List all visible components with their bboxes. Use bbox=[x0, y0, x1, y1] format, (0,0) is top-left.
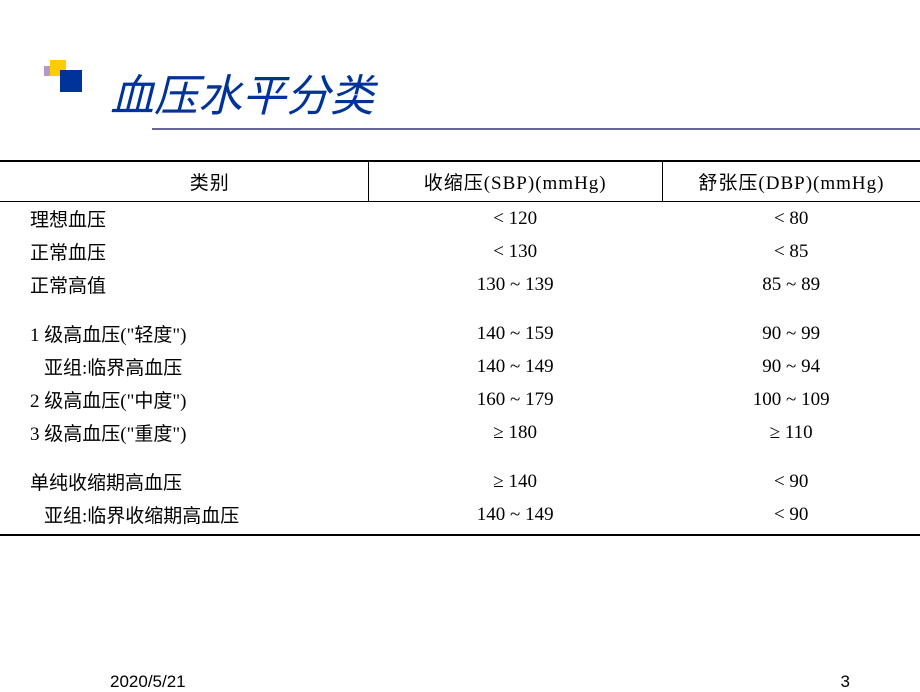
cell-dbp: 85 ~ 89 bbox=[662, 268, 920, 301]
footer-date: 2020/5/21 bbox=[110, 672, 186, 692]
cell-dbp: < 90 bbox=[662, 498, 920, 535]
cell-dbp: < 90 bbox=[662, 465, 920, 498]
spacer-row bbox=[0, 301, 920, 317]
cell-sbp: ≥ 180 bbox=[368, 416, 662, 449]
table-row: 正常血压 < 130 < 85 bbox=[0, 235, 920, 268]
spacer-row bbox=[0, 449, 920, 465]
title-underline bbox=[152, 128, 920, 130]
cell-category: 2 级高血压("中度") bbox=[0, 383, 368, 416]
deco-square-blue bbox=[60, 70, 82, 92]
cell-dbp: 90 ~ 94 bbox=[662, 350, 920, 383]
table-row: 亚组:临界收缩期高血压 140 ~ 149 < 90 bbox=[0, 498, 920, 535]
slide-title: 血压水平分类 bbox=[110, 60, 920, 124]
cell-sbp: 130 ~ 139 bbox=[368, 268, 662, 301]
table-row: 3 级高血压("重度") ≥ 180 ≥ 110 bbox=[0, 416, 920, 449]
table-row: 正常高值 130 ~ 139 85 ~ 89 bbox=[0, 268, 920, 301]
cell-sbp: 140 ~ 159 bbox=[368, 317, 662, 350]
cell-sbp: < 130 bbox=[368, 235, 662, 268]
cell-category: 正常高值 bbox=[0, 268, 368, 301]
table-row: 2 级高血压("中度") 160 ~ 179 100 ~ 109 bbox=[0, 383, 920, 416]
decorative-squares bbox=[42, 52, 92, 102]
cell-category: 3 级高血压("重度") bbox=[0, 416, 368, 449]
cell-category: 亚组:临界收缩期高血压 bbox=[0, 498, 368, 535]
table-row: 1 级高血压("轻度") 140 ~ 159 90 ~ 99 bbox=[0, 317, 920, 350]
col-dbp: 舒张压(DBP)(mmHg) bbox=[662, 161, 920, 202]
cell-category: 正常血压 bbox=[0, 235, 368, 268]
cell-category: 理想血压 bbox=[0, 202, 368, 236]
title-area: 血压水平分类 bbox=[0, 60, 920, 130]
table-row: 亚组:临界高血压 140 ~ 149 90 ~ 94 bbox=[0, 350, 920, 383]
footer-page-number: 3 bbox=[841, 672, 850, 692]
table-row: 理想血压 < 120 < 80 bbox=[0, 202, 920, 236]
cell-sbp: ≥ 140 bbox=[368, 465, 662, 498]
cell-sbp: 140 ~ 149 bbox=[368, 350, 662, 383]
cell-dbp: < 85 bbox=[662, 235, 920, 268]
table-body: 理想血压 < 120 < 80 正常血压 < 130 < 85 正常高值 130… bbox=[0, 202, 920, 536]
table-row: 单纯收缩期高血压 ≥ 140 < 90 bbox=[0, 465, 920, 498]
table-header-row: 类别 收缩压(SBP)(mmHg) 舒张压(DBP)(mmHg) bbox=[0, 161, 920, 202]
cell-sbp: < 120 bbox=[368, 202, 662, 236]
cell-sbp: 140 ~ 149 bbox=[368, 498, 662, 535]
col-sbp: 收缩压(SBP)(mmHg) bbox=[368, 161, 662, 202]
col-category: 类别 bbox=[0, 161, 368, 202]
slide: 血压水平分类 类别 收缩压(SBP)(mmHg) 舒张压(DBP)(mmHg) … bbox=[0, 0, 920, 690]
cell-category: 1 级高血压("轻度") bbox=[0, 317, 368, 350]
cell-category: 亚组:临界高血压 bbox=[0, 350, 368, 383]
cell-category: 单纯收缩期高血压 bbox=[0, 465, 368, 498]
cell-dbp: < 80 bbox=[662, 202, 920, 236]
cell-sbp: 160 ~ 179 bbox=[368, 383, 662, 416]
cell-dbp: 100 ~ 109 bbox=[662, 383, 920, 416]
cell-dbp: ≥ 110 bbox=[662, 416, 920, 449]
bp-classification-table: 类别 收缩压(SBP)(mmHg) 舒张压(DBP)(mmHg) 理想血压 < … bbox=[0, 160, 920, 536]
cell-dbp: 90 ~ 99 bbox=[662, 317, 920, 350]
